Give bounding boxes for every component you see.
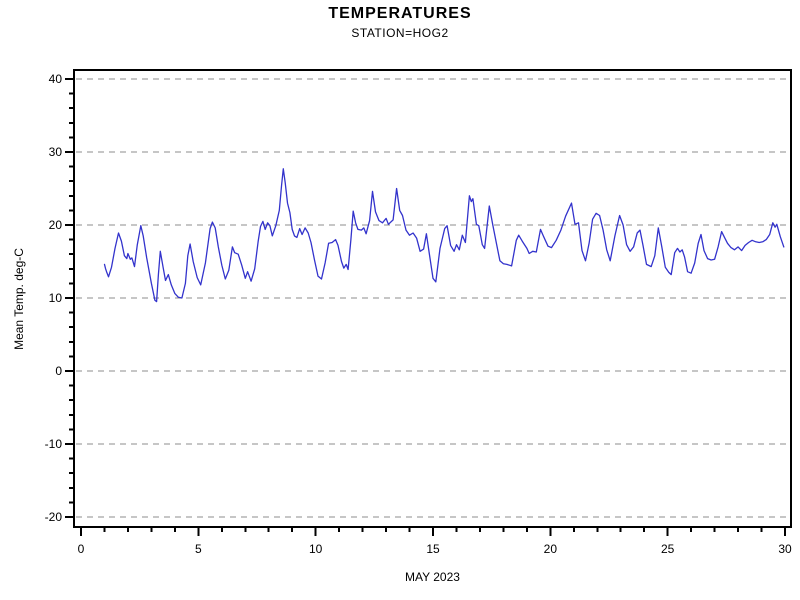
y-tick-label: -10	[45, 437, 63, 451]
x-tick-label: 25	[661, 542, 675, 556]
chart-subtitle: STATION=HOG2	[351, 26, 449, 40]
x-tick-label: 10	[309, 542, 323, 556]
x-tick-label: 30	[778, 542, 792, 556]
y-tick-label: 0	[55, 364, 62, 378]
y-tick-label: 20	[49, 218, 63, 232]
x-tick-label: 15	[426, 542, 440, 556]
y-tick-label: 40	[49, 72, 63, 86]
x-tick-label: 20	[544, 542, 558, 556]
chart-title: TEMPERATURES	[328, 5, 472, 22]
y-tick-label: 10	[49, 291, 63, 305]
y-tick-label: 30	[49, 145, 63, 159]
x-tick-label: 0	[78, 542, 85, 556]
x-axis-title: MAY 2023	[405, 570, 460, 584]
temperature-series-line	[103, 168, 785, 303]
y-tick-label: -20	[45, 510, 63, 524]
x-tick-label: 5	[195, 542, 202, 556]
